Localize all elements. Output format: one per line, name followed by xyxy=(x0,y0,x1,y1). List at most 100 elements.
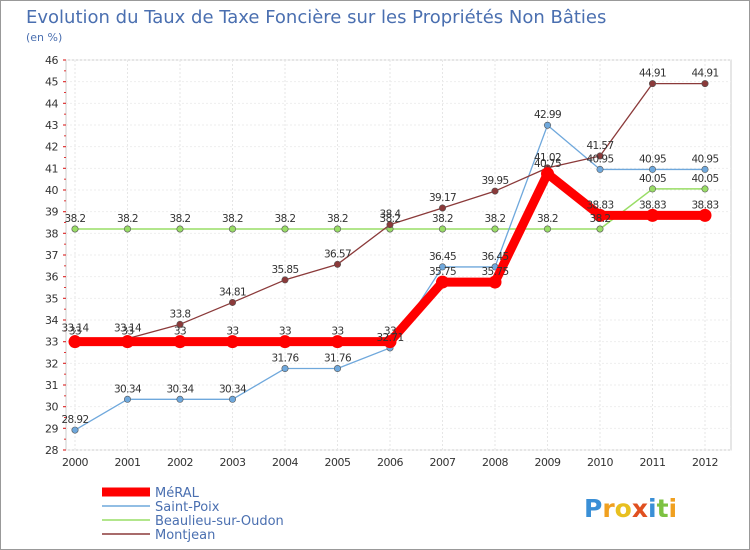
data-label: 33 xyxy=(279,326,291,338)
data-point xyxy=(124,225,132,233)
y-tick-label: 30 xyxy=(45,401,58,414)
x-tick-label: 2005 xyxy=(325,456,351,469)
data-label: 38.2 xyxy=(117,213,138,225)
y-tick-label: 33 xyxy=(45,336,58,349)
data-point xyxy=(68,335,82,349)
data-point xyxy=(648,80,656,88)
data-point xyxy=(176,225,184,233)
x-tick-label: 2012 xyxy=(692,456,718,469)
legend-label: Saint-Poix xyxy=(155,500,220,515)
x-tick-label: 2007 xyxy=(430,456,456,469)
data-point xyxy=(386,221,394,229)
y-tick-label: 39 xyxy=(45,206,58,219)
data-label: 32.71 xyxy=(376,332,403,344)
y-tick-label: 29 xyxy=(45,422,58,435)
data-label: 35.85 xyxy=(271,264,298,276)
data-label: 44.91 xyxy=(639,68,666,80)
data-label: 40.95 xyxy=(691,153,718,165)
data-label: 38.2 xyxy=(170,213,191,225)
y-tick-label: 32 xyxy=(45,357,58,370)
legend-item: Saint-Poix xyxy=(102,500,220,515)
data-point xyxy=(593,208,607,222)
y-tick-label: 34 xyxy=(45,314,58,327)
data-point xyxy=(543,121,551,129)
data-label: 38.2 xyxy=(590,213,611,225)
logo-letter: r xyxy=(602,494,615,523)
data-label: 41.57 xyxy=(586,140,613,152)
data-label: 40.95 xyxy=(639,153,666,165)
data-point xyxy=(491,187,499,195)
data-label: 36.45 xyxy=(429,251,456,263)
legend-item: MéRAL xyxy=(102,486,200,501)
data-label: 35.75 xyxy=(481,266,508,278)
legend: MéRALSaint-PoixBeaulieu-sur-OudonMontjea… xyxy=(102,486,284,543)
y-tick-label: 38 xyxy=(45,227,58,240)
data-point xyxy=(701,80,709,88)
data-label: 30.34 xyxy=(219,383,247,395)
data-label: 33 xyxy=(174,326,186,338)
data-point xyxy=(648,165,656,173)
x-tick-label: 2010 xyxy=(587,456,613,469)
data-label: 40.05 xyxy=(691,173,718,185)
chart-title: Evolution du Taux de Taxe Foncière sur l… xyxy=(26,7,606,28)
data-point xyxy=(701,185,709,193)
data-point xyxy=(698,208,712,222)
data-point xyxy=(646,208,659,222)
data-point xyxy=(124,395,132,403)
data-label: 33 xyxy=(121,326,133,338)
data-label: 33 xyxy=(69,326,81,338)
data-point xyxy=(438,263,446,271)
data-point xyxy=(281,365,289,373)
data-label: 40.75 xyxy=(534,158,561,170)
logo-letter: i xyxy=(648,494,657,523)
y-tick-label: 37 xyxy=(45,249,58,262)
legend-label: Beaulieu-sur-Oudon xyxy=(155,514,284,529)
data-point xyxy=(333,225,341,233)
y-tick-label: 44 xyxy=(45,97,58,110)
data-point xyxy=(229,298,237,306)
data-point xyxy=(648,185,656,193)
data-label: 34.81 xyxy=(219,286,246,298)
data-label: 38.4 xyxy=(380,209,402,221)
data-label: 31.76 xyxy=(271,353,299,365)
data-label: 30.34 xyxy=(114,383,142,395)
data-label: 35.75 xyxy=(429,266,456,278)
data-label: 38.2 xyxy=(485,213,506,225)
data-label: 30.34 xyxy=(166,383,194,395)
data-point xyxy=(331,335,344,349)
y-tick-label: 35 xyxy=(45,292,58,305)
data-point xyxy=(596,165,604,173)
logo-letter: P xyxy=(584,494,602,523)
data-label: 38.83 xyxy=(691,199,718,211)
data-label: 38.83 xyxy=(639,199,666,211)
grid-lines xyxy=(66,59,731,451)
data-label: 44.91 xyxy=(691,68,718,80)
data-label: 38.2 xyxy=(65,213,86,225)
data-labels: 33 33 33 33 33 33 33 35.75 35.75 40.75 38.83 38.83 3… xyxy=(61,68,719,426)
data-label: 28.92 xyxy=(61,414,88,426)
data-label: 33.14 xyxy=(114,323,142,335)
data-point xyxy=(438,225,446,233)
data-point xyxy=(173,335,187,349)
data-label: 36.57 xyxy=(324,248,351,260)
series-0 xyxy=(68,167,712,349)
y-tick-label: 46 xyxy=(45,54,58,67)
logo-letter: i xyxy=(669,494,678,523)
x-tick-label: 2000 xyxy=(62,456,88,469)
x-tick-label: 2009 xyxy=(535,456,561,469)
data-point xyxy=(226,335,239,349)
data-label: 39.17 xyxy=(429,192,456,204)
data-point xyxy=(383,335,397,349)
data-point xyxy=(176,320,184,328)
y-tick-label: 31 xyxy=(45,379,58,392)
x-axis-ticks: 2000 2001 2002 2003 2004 2005 2006 2007 2008 2009… xyxy=(62,456,719,469)
data-point xyxy=(596,152,604,160)
y-tick-label: 40 xyxy=(45,184,58,197)
x-tick-label: 2011 xyxy=(640,456,666,469)
y-axis-ticks: 28 29 30 31 32 33 34 35 36 37 38 39 40 41 42 43 44 45 46 xyxy=(45,54,66,457)
data-label: 38.2 xyxy=(432,213,453,225)
data-label: 40.05 xyxy=(639,173,666,185)
data-point xyxy=(278,335,292,349)
